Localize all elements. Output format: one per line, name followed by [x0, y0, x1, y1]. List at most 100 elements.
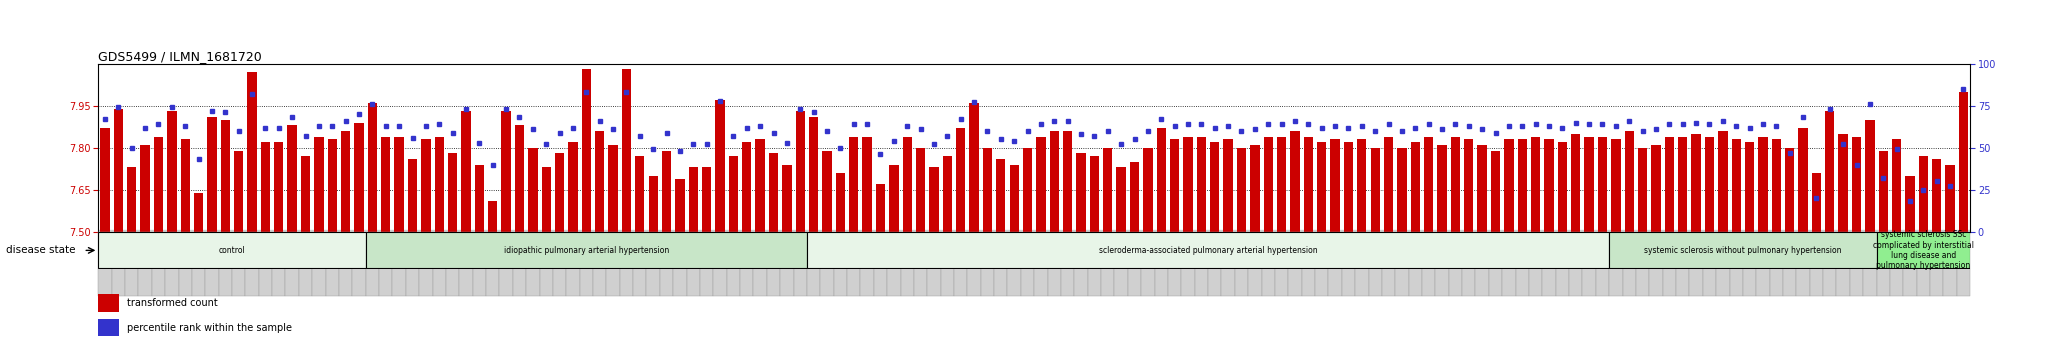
Bar: [956, 128, 965, 232]
Bar: [1651, 145, 1661, 232]
Bar: [1692, 134, 1700, 232]
Bar: [807, 233, 1610, 268]
Bar: [1384, 137, 1393, 232]
Bar: [326, 232, 340, 296]
Bar: [1944, 232, 1956, 296]
Bar: [1638, 148, 1647, 232]
Bar: [702, 167, 711, 232]
Bar: [969, 103, 979, 232]
Bar: [1143, 148, 1153, 232]
Bar: [1890, 232, 1903, 296]
Bar: [1798, 128, 1808, 232]
Bar: [98, 294, 119, 312]
Bar: [608, 145, 618, 232]
Bar: [1448, 232, 1462, 296]
Bar: [139, 232, 152, 296]
Bar: [565, 232, 580, 296]
Bar: [369, 103, 377, 232]
Bar: [381, 137, 391, 232]
Bar: [1571, 134, 1581, 232]
Bar: [1583, 232, 1595, 296]
Bar: [434, 137, 444, 232]
Bar: [1585, 137, 1593, 232]
Bar: [780, 232, 793, 296]
Bar: [1235, 232, 1247, 296]
Bar: [1532, 137, 1540, 232]
Bar: [1477, 145, 1487, 232]
Bar: [1075, 232, 1087, 296]
Bar: [1194, 232, 1208, 296]
Bar: [231, 232, 246, 296]
Bar: [1331, 139, 1339, 232]
Bar: [889, 165, 899, 232]
Bar: [98, 230, 1970, 232]
Bar: [1919, 156, 1927, 232]
Bar: [449, 153, 457, 232]
Bar: [807, 232, 821, 296]
Bar: [662, 150, 672, 232]
Bar: [553, 232, 565, 296]
Bar: [1423, 137, 1434, 232]
Bar: [1061, 232, 1075, 296]
Text: GDS5499 / ILMN_1681720: GDS5499 / ILMN_1681720: [98, 50, 262, 63]
Bar: [1839, 134, 1847, 232]
Bar: [221, 120, 229, 232]
Bar: [877, 184, 885, 232]
Bar: [1370, 148, 1380, 232]
Bar: [1102, 232, 1114, 296]
Bar: [528, 148, 537, 232]
Bar: [1262, 232, 1276, 296]
Bar: [207, 117, 217, 232]
Bar: [180, 139, 190, 232]
Bar: [487, 201, 498, 232]
Bar: [393, 232, 406, 296]
Text: systemic sclerosis SSc
complicated by interstitial
lung disease and
pulmonary hy: systemic sclerosis SSc complicated by in…: [1872, 230, 1974, 270]
Bar: [1317, 142, 1327, 232]
Bar: [1223, 139, 1233, 232]
Bar: [1745, 142, 1755, 232]
Bar: [1825, 111, 1835, 232]
Bar: [741, 142, 752, 232]
Bar: [1677, 137, 1688, 232]
Bar: [995, 159, 1006, 232]
Bar: [514, 125, 524, 232]
Bar: [1116, 167, 1126, 232]
Bar: [340, 131, 350, 232]
Bar: [1837, 232, 1849, 296]
Bar: [1104, 148, 1112, 232]
Bar: [395, 137, 403, 232]
Bar: [582, 69, 592, 232]
Bar: [127, 167, 137, 232]
Bar: [168, 111, 176, 232]
Bar: [272, 232, 285, 296]
Bar: [539, 232, 553, 296]
Bar: [903, 137, 911, 232]
Bar: [1946, 165, 1954, 232]
Bar: [1155, 232, 1167, 296]
Bar: [688, 167, 698, 232]
Bar: [422, 139, 430, 232]
Bar: [258, 232, 272, 296]
Bar: [1303, 232, 1315, 296]
Bar: [596, 131, 604, 232]
Bar: [1090, 156, 1100, 232]
Bar: [942, 156, 952, 232]
Bar: [1157, 128, 1165, 232]
Bar: [352, 232, 367, 296]
Bar: [1530, 232, 1542, 296]
Bar: [686, 232, 700, 296]
Bar: [1622, 232, 1636, 296]
Bar: [1462, 232, 1475, 296]
Bar: [1051, 131, 1059, 232]
Bar: [1559, 142, 1567, 232]
Bar: [727, 232, 739, 296]
Bar: [1729, 232, 1743, 296]
Bar: [1569, 232, 1583, 296]
Bar: [301, 156, 309, 232]
Bar: [246, 232, 258, 296]
Bar: [541, 167, 551, 232]
Bar: [340, 232, 352, 296]
Bar: [1397, 148, 1407, 232]
Bar: [633, 232, 647, 296]
Bar: [674, 232, 686, 296]
